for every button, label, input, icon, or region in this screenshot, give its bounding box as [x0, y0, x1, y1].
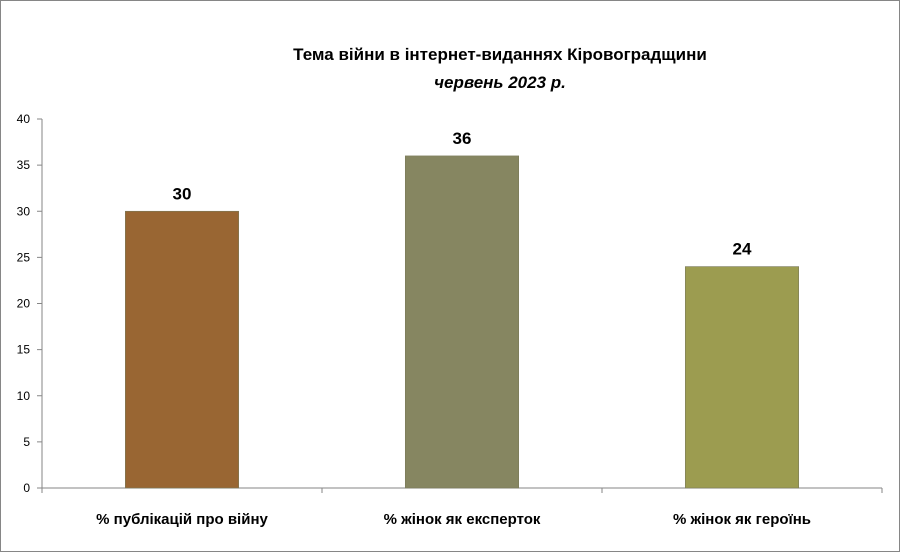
category-label: % жінок як експерток	[384, 511, 541, 528]
labels: 30 % публікацій про війну 36 % жінок як екс…	[96, 129, 811, 528]
y-tick-label: 35	[17, 158, 31, 172]
y-tick-label: 0	[23, 481, 30, 495]
y-tick-label: 5	[23, 435, 30, 449]
y-tick-label: 15	[17, 343, 31, 357]
bar	[404, 155, 519, 489]
data-label: 30	[173, 184, 192, 203]
y-tick-label: 40	[17, 112, 31, 126]
data-label: 36	[453, 129, 472, 148]
y-tick-label: 20	[17, 297, 31, 311]
chart-subtitle: червень 2023 р.	[434, 73, 566, 92]
bar	[684, 266, 799, 489]
bar	[125, 210, 240, 489]
y-tick-label: 30	[17, 204, 31, 218]
category-label: % жінок як героїнь	[673, 511, 811, 528]
chart-title: Тема війни в інтернет-виданнях Кіровогра…	[293, 45, 707, 64]
y-tick-label: 25	[17, 250, 31, 264]
y-tick-label: 10	[17, 389, 31, 403]
data-label: 24	[733, 240, 752, 259]
category-label: % публікацій про війну	[96, 511, 268, 528]
bars	[125, 155, 799, 489]
